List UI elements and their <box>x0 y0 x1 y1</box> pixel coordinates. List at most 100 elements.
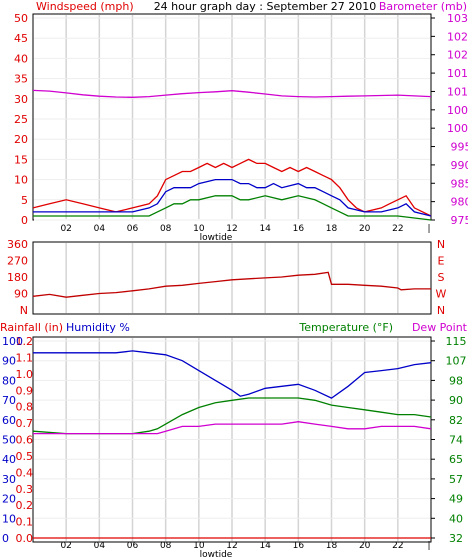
temperature-tick-label: 90 <box>449 394 463 407</box>
series-humidity <box>33 350 432 399</box>
direction-degree-label: 360 <box>7 238 28 251</box>
rainfall-tick-label: 0.2 <box>16 499 34 512</box>
x-tick-label: 04 <box>94 224 106 234</box>
direction-compass-label: W <box>436 288 447 301</box>
temperature-tick-label: 40 <box>449 512 463 525</box>
direction-degree-label: 90 <box>14 288 28 301</box>
barometer-tick-label: 1025 <box>447 30 468 43</box>
x-tick-label: 08 <box>160 224 172 234</box>
x-tick-label: 10 <box>193 541 205 551</box>
temp-x-axis-label: lowtide <box>200 550 233 559</box>
rainfall-tick-label: 0.1 <box>16 516 34 529</box>
rainfall-axis-ticks: 0.0 0.1 0.2 0.3 0.4 0.5 0.6 0.7 0.8 0.9 1.0 1.1 1.2 <box>16 335 34 545</box>
x-tick-label: 22 <box>392 224 403 234</box>
direction-degree-ticks: N 90 180 270 360 <box>7 238 28 317</box>
series-barometer <box>32 89 432 98</box>
wind-x-axis-ticks: 02 04 06 08 10 12 14 16 18 20 22 | <box>60 224 430 234</box>
temperature-tick-label: 115 <box>446 335 467 348</box>
barometer-tick-label: 1010 <box>447 85 468 98</box>
temperature-tick-label: 107 <box>446 355 467 368</box>
rainfall-tick-label: 1.2 <box>16 335 34 348</box>
x-tick-label: 12 <box>226 541 237 551</box>
humidity-tick-label: 0 <box>2 532 9 545</box>
humidity-tick-label: 20 <box>2 493 16 506</box>
humidity-tick-label: 30 <box>2 473 16 486</box>
temperature-tick-label: 82 <box>449 414 463 427</box>
windspeed-tick-label: 5 <box>21 194 28 207</box>
windspeed-tick-label: 40 <box>14 52 28 65</box>
windspeed-tick-label: 50 <box>14 12 28 25</box>
windspeed-tick-label: 35 <box>14 73 28 86</box>
wind-panel-series <box>32 89 432 221</box>
windspeed-tick-label: 10 <box>14 174 28 187</box>
barometer-tick-label: 980 <box>451 196 468 209</box>
windspeed-tick-label: 30 <box>14 93 28 106</box>
humidity-tick-label: 50 <box>2 434 16 447</box>
direction-compass-label: N <box>437 238 445 251</box>
x-tick-label: 12 <box>226 224 237 234</box>
temperature-axis-ticks: 32 40 49 57 65 74 82 90 98 107 115 <box>431 335 467 545</box>
temperature-tick-label: 32 <box>449 532 463 545</box>
rainfall-tick-label: 0.8 <box>16 401 34 414</box>
rainfall-tick-label: 0.7 <box>16 417 34 430</box>
series-dew-point <box>33 421 432 435</box>
x-tick-label: 10 <box>193 224 205 234</box>
x-tick-label: 22 <box>392 541 403 551</box>
wind-x-axis-label: lowtide <box>200 233 233 243</box>
temperature-tick-label: 49 <box>449 493 463 506</box>
windspeed-tick-label: 0 <box>21 214 28 227</box>
temperature-tick-label: 57 <box>449 473 463 486</box>
temperature-tick-label: 65 <box>449 453 463 466</box>
dewpoint-axis-label: Dew Point <box>412 321 468 334</box>
humidity-axis-label: Humidity % <box>66 321 130 334</box>
series-wind-direction <box>32 271 431 298</box>
temp-x-axis-ticks: 02 04 06 08 10 12 14 16 18 20 22 | <box>60 541 430 551</box>
direction-compass-label: E <box>438 255 445 268</box>
direction-panel-series <box>32 271 431 298</box>
rainfall-tick-label: 1.1 <box>16 351 34 364</box>
windspeed-tick-label: 25 <box>14 113 28 126</box>
windspeed-axis-label: Windspeed (mph) <box>36 0 134 13</box>
temperature-axis-label: Temperature (°F) <box>298 321 393 334</box>
x-tick-label: 16 <box>293 224 305 234</box>
series-windspeed <box>32 158 432 217</box>
temperature-tick-label: 98 <box>449 374 463 387</box>
humidity-tick-label: 60 <box>2 414 16 427</box>
x-tick-label: 02 <box>60 541 71 551</box>
wind-panel-grid <box>34 15 430 221</box>
barometer-tick-label: 990 <box>451 159 468 172</box>
x-tick-label: 14 <box>259 224 271 234</box>
x-tick-end: | <box>427 541 430 551</box>
x-tick-label: 02 <box>60 224 71 234</box>
rainfall-tick-label: 0.3 <box>16 483 34 496</box>
barometer-tick-label: 975 <box>451 214 468 227</box>
barometer-tick-label: 1000 <box>447 122 468 135</box>
rainfall-tick-label: 0.9 <box>16 384 34 397</box>
barometer-tick-label: 995 <box>451 141 468 154</box>
windspeed-tick-label: 15 <box>14 153 28 166</box>
x-tick-label: 18 <box>326 224 338 234</box>
humidity-tick-label: 90 <box>2 355 16 368</box>
temperature-tick-label: 74 <box>449 434 463 447</box>
direction-degree-label: N <box>20 304 28 317</box>
series-gust <box>33 178 432 217</box>
humidity-tick-label: 40 <box>2 453 16 466</box>
direction-compass-label: N <box>437 304 445 317</box>
x-tick-label: 04 <box>94 541 106 551</box>
windspeed-axis-ticks: 0 5 10 15 20 25 30 35 40 45 50 <box>14 12 28 227</box>
rainfall-tick-label: 1.0 <box>16 368 34 381</box>
humidity-tick-label: 10 <box>2 512 16 525</box>
x-tick-label: 18 <box>326 541 338 551</box>
x-tick-label: 20 <box>359 224 371 234</box>
direction-degree-label: 180 <box>7 271 28 284</box>
windspeed-tick-label: 45 <box>14 32 28 45</box>
humidity-tick-label: 70 <box>2 394 16 407</box>
temp-panel-series <box>32 350 432 539</box>
